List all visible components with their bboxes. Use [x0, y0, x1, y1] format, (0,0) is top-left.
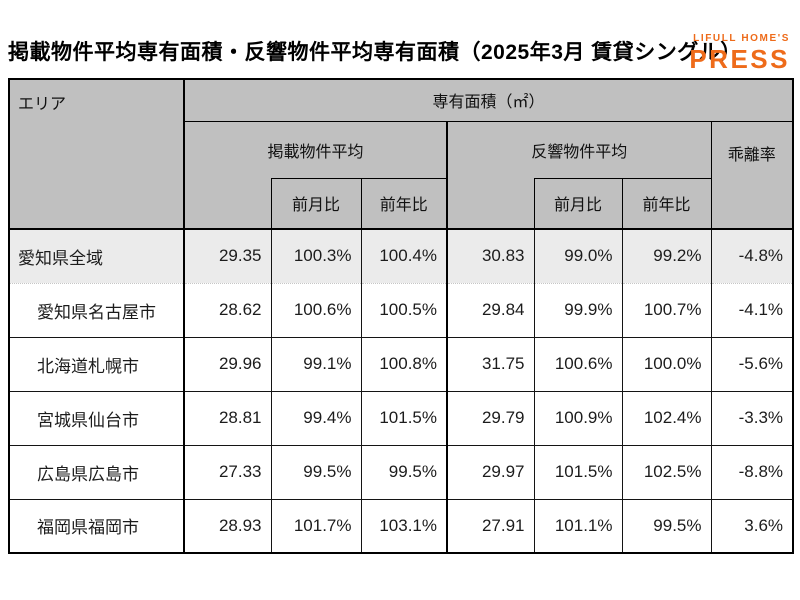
response-mom-cell: 99.9%: [534, 283, 623, 338]
response-value-cell: 30.83: [446, 228, 535, 284]
page-title: 掲載物件平均専有面積・反響物件平均専有面積（2025年3月 賃貸シングル）: [8, 41, 742, 64]
listed-value-cell: 28.93: [184, 499, 272, 554]
area-cell: 愛知県名古屋市: [9, 283, 185, 338]
listed-yoy-header: 前年比: [360, 177, 448, 229]
table-row: 福岡県福岡市 28.93 101.7% 103.1% 27.91 101.1% 99.5% 3…: [9, 499, 794, 554]
listed-value-cell: 28.62: [184, 283, 272, 338]
listed-mom-cell: 99.5%: [271, 445, 362, 500]
listed-yoy-cell: 100.5%: [361, 283, 448, 338]
listed-yoy-cell: 100.4%: [361, 228, 448, 284]
deviation-cell: -8.8%: [711, 445, 794, 500]
listed-mom-cell: 101.7%: [271, 499, 362, 554]
area-column-header: エリア: [9, 79, 185, 229]
listed-value-cell: 28.81: [184, 391, 272, 446]
floor-area-header: 専有面積（㎡）: [184, 79, 794, 122]
table-header: エリア 専有面積（㎡） 掲載物件平均 反響物件平均 乖離率 前月比 前年比 前月…: [9, 79, 794, 229]
deviation-rate-header: 乖離率: [710, 121, 794, 229]
response-mom-header: 前月比: [533, 177, 623, 229]
area-statistics-table: エリア 専有面積（㎡） 掲載物件平均 反響物件平均 乖離率 前月比 前年比 前月…: [8, 78, 795, 554]
response-mom-cell: 101.5%: [534, 445, 623, 500]
empty-subheader-cell: [446, 178, 534, 229]
response-value-cell: 27.91: [446, 499, 535, 554]
response-mom-cell: 101.1%: [534, 499, 623, 554]
logo-brand-text: LIFULL HOME'S: [693, 33, 790, 44]
response-yoy-cell: 100.0%: [622, 337, 712, 392]
listed-mom-cell: 99.4%: [271, 391, 362, 446]
listed-mom-header: 前月比: [270, 177, 362, 229]
response-value-cell: 31.75: [446, 337, 535, 392]
area-cell: 広島県広島市: [9, 445, 185, 500]
listed-mom-cell: 100.6%: [271, 283, 362, 338]
deviation-cell: 3.6%: [711, 499, 794, 554]
deviation-cell: -4.8%: [711, 228, 794, 284]
response-mom-cell: 100.6%: [534, 337, 623, 392]
empty-subheader-cell: [184, 178, 271, 229]
area-cell: 愛知県全域: [9, 228, 185, 284]
area-cell: 宮城県仙台市: [9, 391, 185, 446]
response-value-cell: 29.84: [446, 283, 535, 338]
response-value-cell: 29.97: [446, 445, 535, 500]
response-yoy-cell: 100.7%: [622, 283, 712, 338]
response-yoy-cell: 99.2%: [622, 228, 712, 284]
listed-value-cell: 29.35: [184, 228, 272, 284]
deviation-cell: -4.1%: [711, 283, 794, 338]
table-row: 愛知県全域 29.35 100.3% 100.4% 30.83 99.0% 99.2% -4.…: [9, 228, 794, 284]
table-body: 愛知県全域 29.35 100.3% 100.4% 30.83 99.0% 99.2% -4.…: [9, 228, 794, 554]
table-row: 愛知県名古屋市 28.62 100.6% 100.5% 29.84 99.9% 100.7%…: [9, 283, 794, 338]
response-yoy-cell: 99.5%: [622, 499, 712, 554]
response-yoy-cell: 102.4%: [622, 391, 712, 446]
listed-average-group-header: 掲載物件平均: [184, 121, 448, 178]
table-row: 北海道札幌市 29.96 99.1% 100.8% 31.75 100.6% 100.0% -…: [9, 337, 794, 392]
header-row-subs: 前月比 前年比 前月比 前年比: [9, 177, 793, 229]
area-cell: 福岡県福岡市: [9, 499, 185, 554]
response-mom-cell: 100.9%: [534, 391, 623, 446]
response-mom-cell: 99.0%: [534, 228, 623, 284]
deviation-cell: -5.6%: [711, 337, 794, 392]
listed-mom-cell: 99.1%: [271, 337, 362, 392]
response-value-cell: 29.79: [446, 391, 535, 446]
listed-value-cell: 29.96: [184, 337, 272, 392]
header-row-main: エリア 専有面積（㎡）: [9, 79, 794, 229]
table-row: 広島県広島市 27.33 99.5% 99.5% 29.97 101.5% 102.5% -8…: [9, 445, 794, 500]
listed-yoy-cell: 103.1%: [361, 499, 448, 554]
area-cell: 北海道札幌市: [9, 337, 185, 392]
lifull-homes-press-logo: LIFULL HOME'S PRESS: [689, 33, 790, 74]
listed-yoy-cell: 99.5%: [361, 445, 448, 500]
response-yoy-header: 前年比: [621, 177, 712, 229]
deviation-cell: -3.3%: [711, 391, 794, 446]
response-yoy-cell: 102.5%: [622, 445, 712, 500]
table-row: 宮城県仙台市 28.81 99.4% 101.5% 29.79 100.9% 102.4% -…: [9, 391, 794, 446]
header-row-groups: 掲載物件平均 反響物件平均 乖離率: [9, 121, 794, 229]
listed-mom-cell: 100.3%: [271, 228, 362, 284]
logo-press-text: PRESS: [689, 44, 790, 74]
listed-yoy-cell: 100.8%: [361, 337, 448, 392]
listed-value-cell: 27.33: [184, 445, 272, 500]
listed-yoy-cell: 101.5%: [361, 391, 448, 446]
response-average-group-header: 反響物件平均: [447, 121, 712, 178]
